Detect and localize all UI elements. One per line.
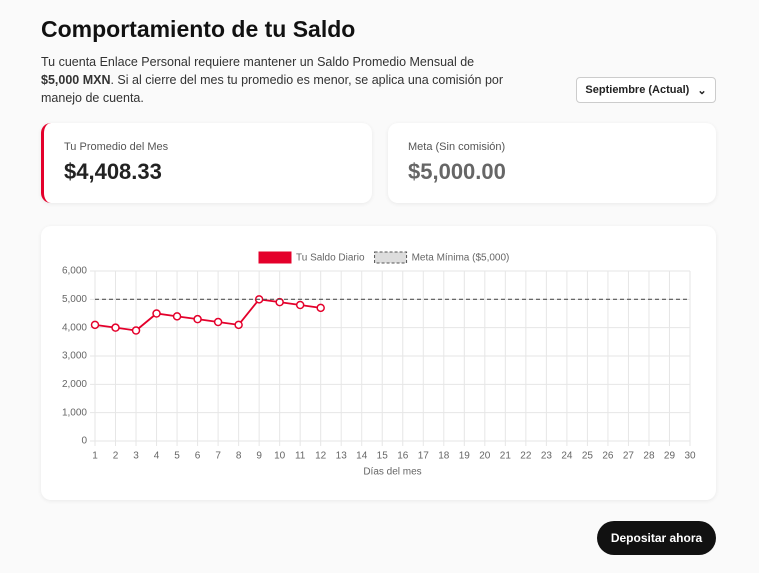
legend-swatch [258, 251, 292, 264]
point [295, 300, 305, 310]
x-tick-label: 24 [561, 451, 573, 462]
x-tick-label: 22 [520, 451, 532, 462]
x-tick-label: 16 [397, 451, 409, 462]
point [172, 312, 182, 321]
x-tick-label: 9 [256, 451, 262, 462]
y-tick-label: 2,000 [62, 379, 87, 390]
point [111, 323, 120, 332]
chevron: ⌄ [697, 84, 707, 97]
x-tick-label: 2 [113, 451, 119, 462]
card-label: Tu Promedio del Mes [64, 141, 169, 153]
legend-label: Meta Mínima ($5,000) [412, 253, 510, 264]
select-value: Septiembre (Actual) [585, 84, 690, 96]
point [90, 320, 100, 330]
x-tick-label: 8 [236, 451, 242, 462]
x-tick-label: 23 [541, 451, 553, 462]
x-tick-label: 17 [418, 451, 430, 462]
x-tick-label: 10 [274, 451, 286, 462]
x-tick-label: 15 [377, 451, 389, 462]
y-tick-label: 6,000 [62, 266, 87, 277]
y-tick-label: 3,000 [62, 351, 87, 362]
y-tick-label: 1,000 [62, 407, 87, 418]
x-tick-label: 20 [479, 451, 491, 462]
point [152, 309, 161, 318]
x-axis-label: Días del mes [363, 467, 421, 478]
x-tick-label: 28 [643, 451, 655, 462]
x-tick-label: 7 [215, 451, 221, 462]
point [275, 297, 284, 307]
text: Tu cuenta Enlace Personal requiere mante… [41, 55, 475, 69]
legend-swatch [374, 251, 408, 264]
point [131, 326, 141, 335]
x-tick-label: 25 [582, 451, 594, 462]
text-bold: $5,000 MXN [41, 73, 111, 87]
x-tick-label: 13 [336, 451, 348, 462]
series-line [94, 298, 321, 332]
point [193, 314, 202, 324]
x-tick-label: 3 [133, 451, 139, 462]
y-tick-label: 4,000 [62, 322, 87, 333]
point [213, 317, 223, 327]
x-tick-label: 27 [623, 451, 635, 462]
y-tick-label: 5,000 [62, 294, 87, 305]
legend-label: Tu Saldo Diario [296, 253, 365, 264]
x-tick-label: 18 [438, 451, 450, 462]
text: . Si al cierre del mes tu promedio es me… [41, 73, 504, 105]
point [234, 320, 243, 330]
chart-card: 1 2 3 4 5 6 7 8 9 10 11 12 13 14 15 16 17 18 19 20 21 22 23 24 2… [41, 226, 716, 500]
card-value: $5,000.00 [408, 159, 506, 184]
x-tick-label: 6 [195, 451, 201, 462]
x-tick-label: 21 [500, 451, 512, 462]
deposit-button[interactable]: Depositar ahora [597, 521, 716, 555]
x-tick-label: 14 [356, 451, 368, 462]
point [316, 303, 325, 313]
card: Meta (Sin comisión) $5,000.00 [388, 123, 716, 203]
card: Tu Promedio del Mes $4,408.33 [41, 123, 372, 203]
x-tick-label: 29 [664, 451, 676, 462]
card-value: $4,408.33 [64, 159, 162, 184]
page-title: Comportamiento de tu Saldo [41, 16, 356, 42]
x-tick-label: 19 [459, 451, 471, 462]
month-select[interactable]: Septiembre (Actual) ⌄ [576, 77, 716, 103]
y-tick-label: 0 [81, 436, 87, 447]
description: Tu cuenta Enlace Personal requiere mante… [41, 53, 506, 107]
x-tick-label: 5 [174, 451, 180, 462]
x-tick-label: 30 [684, 451, 696, 462]
x-tick-label: 26 [602, 451, 614, 462]
x-tick-label: 12 [315, 451, 327, 462]
x-tick-label: 1 [92, 451, 98, 462]
x-tick-label: 11 [295, 451, 306, 462]
x-tick-label: 4 [154, 451, 160, 462]
card-label: Meta (Sin comisión) [408, 141, 506, 153]
chart: 1 2 3 4 5 6 7 8 9 10 11 12 13 14 15 16 17 18 19 20 21 22 23 24 2… [62, 251, 696, 478]
